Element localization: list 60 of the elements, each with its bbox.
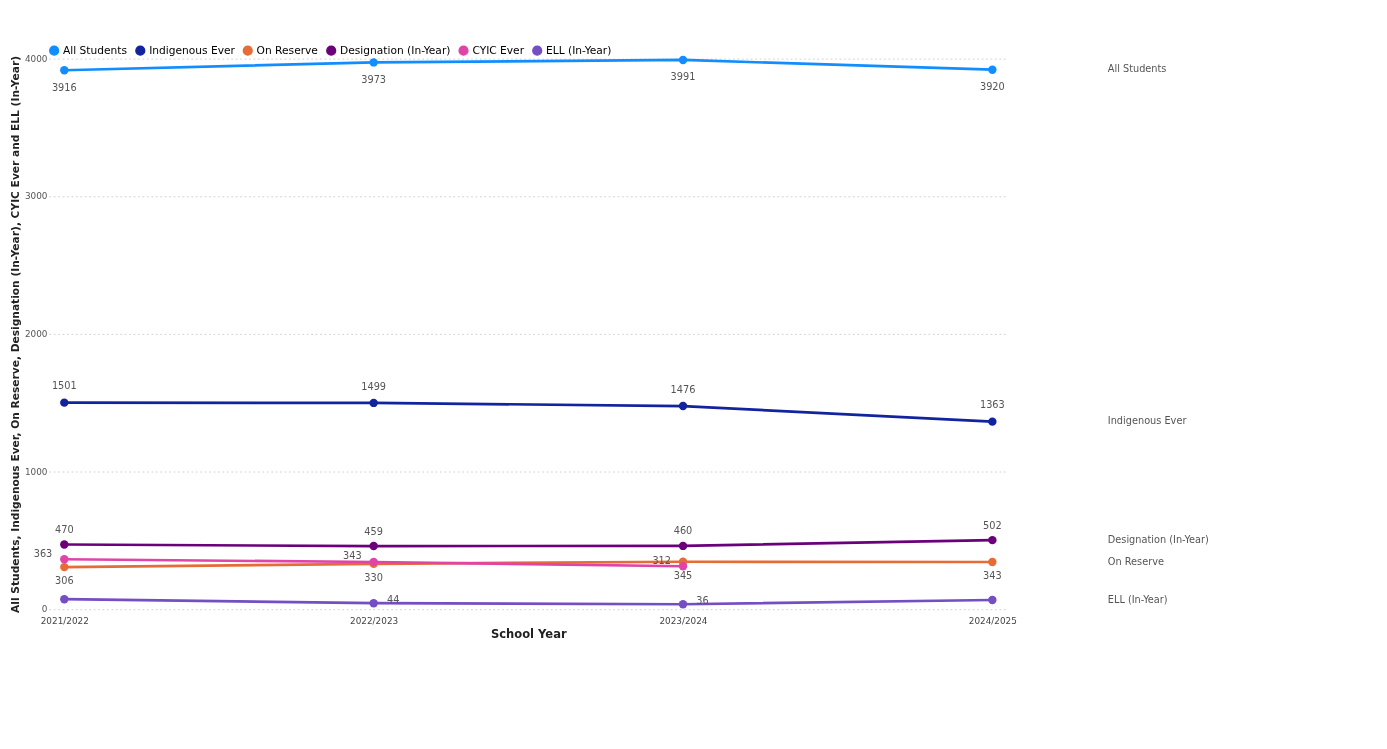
point bbox=[369, 398, 378, 408]
point bbox=[988, 417, 997, 426]
data-label: 3973 bbox=[361, 73, 387, 85]
x-tick-label: 2022/2023 bbox=[350, 615, 399, 626]
y-tick-label: 1000 bbox=[24, 466, 48, 477]
point bbox=[60, 398, 69, 407]
data-label: 345 bbox=[673, 569, 693, 581]
point bbox=[678, 541, 688, 551]
point bbox=[60, 594, 69, 604]
legend-label: Designation (In-Year) bbox=[340, 44, 451, 58]
point bbox=[369, 598, 378, 608]
x-tick-label: 2024/2025 bbox=[968, 615, 1017, 626]
data-label: 306 bbox=[54, 574, 74, 586]
x-tick-label: 2023/2024 bbox=[659, 615, 708, 626]
text: On Reserve bbox=[1107, 555, 1164, 567]
legend-label: CYIC Ever bbox=[472, 44, 525, 58]
point bbox=[678, 600, 688, 609]
text: ELL (In-Year) bbox=[1107, 593, 1168, 605]
y-tick-label: 0 bbox=[41, 604, 48, 615]
data-label: 1501 bbox=[51, 380, 77, 392]
point bbox=[988, 535, 997, 545]
x-tick-label: 2021/2022 bbox=[40, 615, 89, 626]
data-label: 1363 bbox=[979, 399, 1005, 411]
point bbox=[678, 55, 688, 65]
point bbox=[988, 557, 997, 567]
data-label: 363 bbox=[33, 547, 53, 559]
point bbox=[369, 58, 378, 67]
point bbox=[678, 562, 688, 571]
data-label: 460 bbox=[673, 525, 693, 537]
legend-label: ELL (In-Year) bbox=[546, 44, 612, 58]
data-label: 343 bbox=[983, 569, 1002, 581]
y-tick-label: 4000 bbox=[24, 53, 48, 64]
point bbox=[988, 65, 997, 74]
text: Designation (In-Year) bbox=[1107, 533, 1209, 545]
legend-label: On Reserve bbox=[256, 44, 318, 58]
y-axis-title: All Students, Indigenous Ever, On Reserve, Designation (In-Year), CYIC Ever and ELL (In-Year) bbox=[8, 55, 22, 613]
x-axis-title: School Year bbox=[490, 627, 567, 642]
point bbox=[60, 540, 69, 549]
text: Indigenous Ever bbox=[1107, 415, 1187, 427]
data-label: 343 bbox=[343, 550, 362, 562]
legend-label: All Students bbox=[63, 44, 128, 58]
point bbox=[60, 562, 69, 572]
data-label: 1499 bbox=[361, 380, 387, 392]
data-label: 3916 bbox=[51, 81, 77, 93]
data-label: 1476 bbox=[670, 383, 696, 395]
point bbox=[988, 595, 997, 605]
data-label: 3991 bbox=[670, 71, 696, 83]
data-label: 3920 bbox=[979, 81, 1005, 93]
y-tick-label: 3000 bbox=[24, 191, 48, 202]
point bbox=[678, 401, 688, 411]
y-tick-label: 2000 bbox=[24, 329, 48, 340]
point bbox=[60, 66, 69, 75]
point bbox=[60, 555, 69, 564]
legend-label: Indigenous Ever bbox=[149, 44, 236, 58]
data-label: 470 bbox=[54, 523, 74, 535]
data-label: 330 bbox=[364, 571, 383, 583]
point bbox=[369, 541, 378, 551]
data-label: 459 bbox=[364, 525, 383, 537]
text: All Students bbox=[1107, 63, 1167, 75]
data-label: 502 bbox=[983, 519, 1002, 531]
